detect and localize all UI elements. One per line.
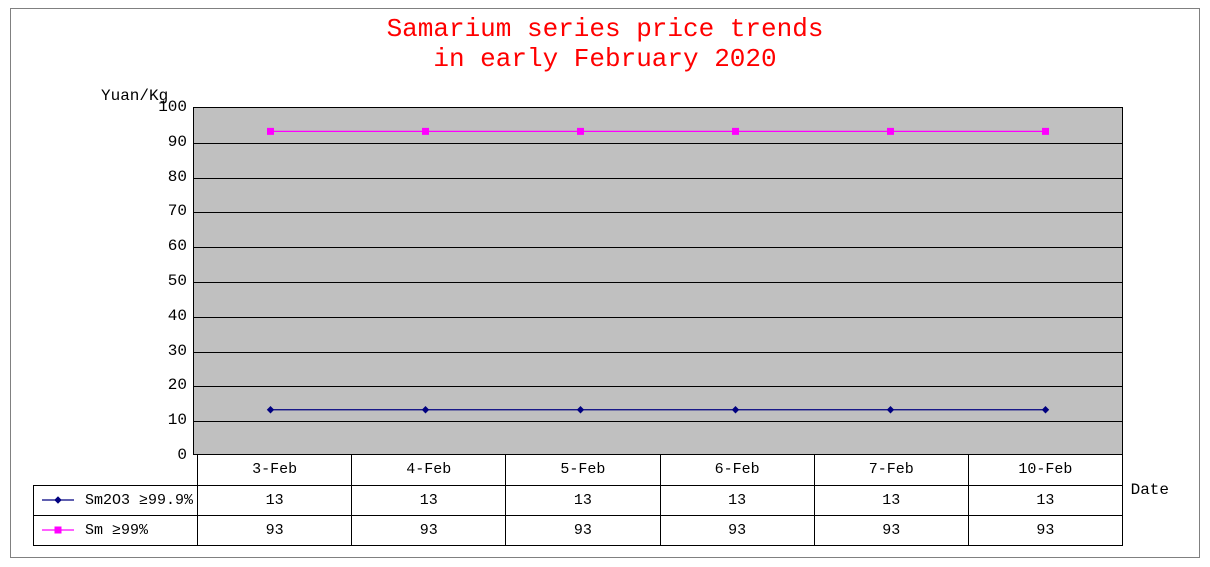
series-marker — [423, 407, 429, 413]
x-tick-row: 3-Feb4-Feb5-Feb6-Feb7-Feb10-Feb — [34, 455, 1123, 485]
series-marker — [423, 128, 429, 134]
data-cell: 93 — [968, 515, 1122, 545]
series-legend-cell: Sm ≥99% — [34, 515, 198, 545]
series-legend-label: Sm2O3 ≥99.9% — [76, 492, 193, 509]
data-cell: 93 — [506, 515, 660, 545]
data-cell: 13 — [814, 485, 968, 515]
series-marker — [578, 128, 584, 134]
data-cell: 13 — [968, 485, 1122, 515]
x-tick-label: 10-Feb — [968, 455, 1122, 485]
title-line-1: Samarium series price trends — [387, 14, 824, 44]
y-tick-label: 70 — [147, 202, 187, 220]
x-tick-label: 5-Feb — [506, 455, 660, 485]
series-legend-label: Sm ≥99% — [76, 522, 148, 539]
x-tick-label: 6-Feb — [660, 455, 814, 485]
y-tick-label: 30 — [147, 342, 187, 360]
y-tick-label: 90 — [147, 133, 187, 151]
y-tick-label: 60 — [147, 237, 187, 255]
title-line-2: in early February 2020 — [433, 44, 776, 74]
data-cell: 93 — [198, 515, 352, 545]
x-tick-label: 7-Feb — [814, 455, 968, 485]
y-tick-label: 10 — [147, 411, 187, 429]
series-marker — [888, 407, 894, 413]
x-tick-label: 3-Feb — [198, 455, 352, 485]
data-table-body: 3-Feb4-Feb5-Feb6-Feb7-Feb10-Feb Sm2O3 ≥9… — [34, 455, 1123, 545]
data-cell: 13 — [660, 485, 814, 515]
series-marker — [578, 407, 584, 413]
legend-marker-icon — [40, 523, 76, 537]
series-marker — [268, 128, 274, 134]
data-cell: 13 — [506, 485, 660, 515]
series-marker — [888, 128, 894, 134]
x-axis-label: Date — [1131, 481, 1169, 499]
data-cell: 93 — [352, 515, 506, 545]
series-marker — [268, 407, 274, 413]
y-tick-label: 80 — [147, 168, 187, 186]
plot-wrap: 0102030405060708090100 — [193, 107, 1123, 455]
x-tick-label: 4-Feb — [352, 455, 506, 485]
chart-title: Samarium series price trends in early Fe… — [11, 15, 1199, 75]
table-row: Sm2O3 ≥99.9%131313131313 — [34, 485, 1123, 515]
data-cell: 93 — [660, 515, 814, 545]
legend-marker-icon — [40, 493, 76, 507]
y-tick-label: 20 — [147, 376, 187, 394]
series-marker — [1043, 128, 1049, 134]
y-tick-label: 50 — [147, 272, 187, 290]
data-cell: 13 — [352, 485, 506, 515]
data-table: 3-Feb4-Feb5-Feb6-Feb7-Feb10-Feb Sm2O3 ≥9… — [33, 455, 1123, 546]
y-tick-label: 40 — [147, 307, 187, 325]
series-legend-cell: Sm2O3 ≥99.9% — [34, 485, 198, 515]
chart-container: Samarium series price trends in early Fe… — [10, 8, 1200, 558]
table-row: Sm ≥99%939393939393 — [34, 515, 1123, 545]
series-svg — [193, 107, 1123, 455]
y-tick-label: 100 — [147, 98, 187, 116]
data-cell: 93 — [814, 515, 968, 545]
data-cell: 13 — [198, 485, 352, 515]
series-marker — [733, 407, 739, 413]
series-marker — [1043, 407, 1049, 413]
series-marker — [733, 128, 739, 134]
